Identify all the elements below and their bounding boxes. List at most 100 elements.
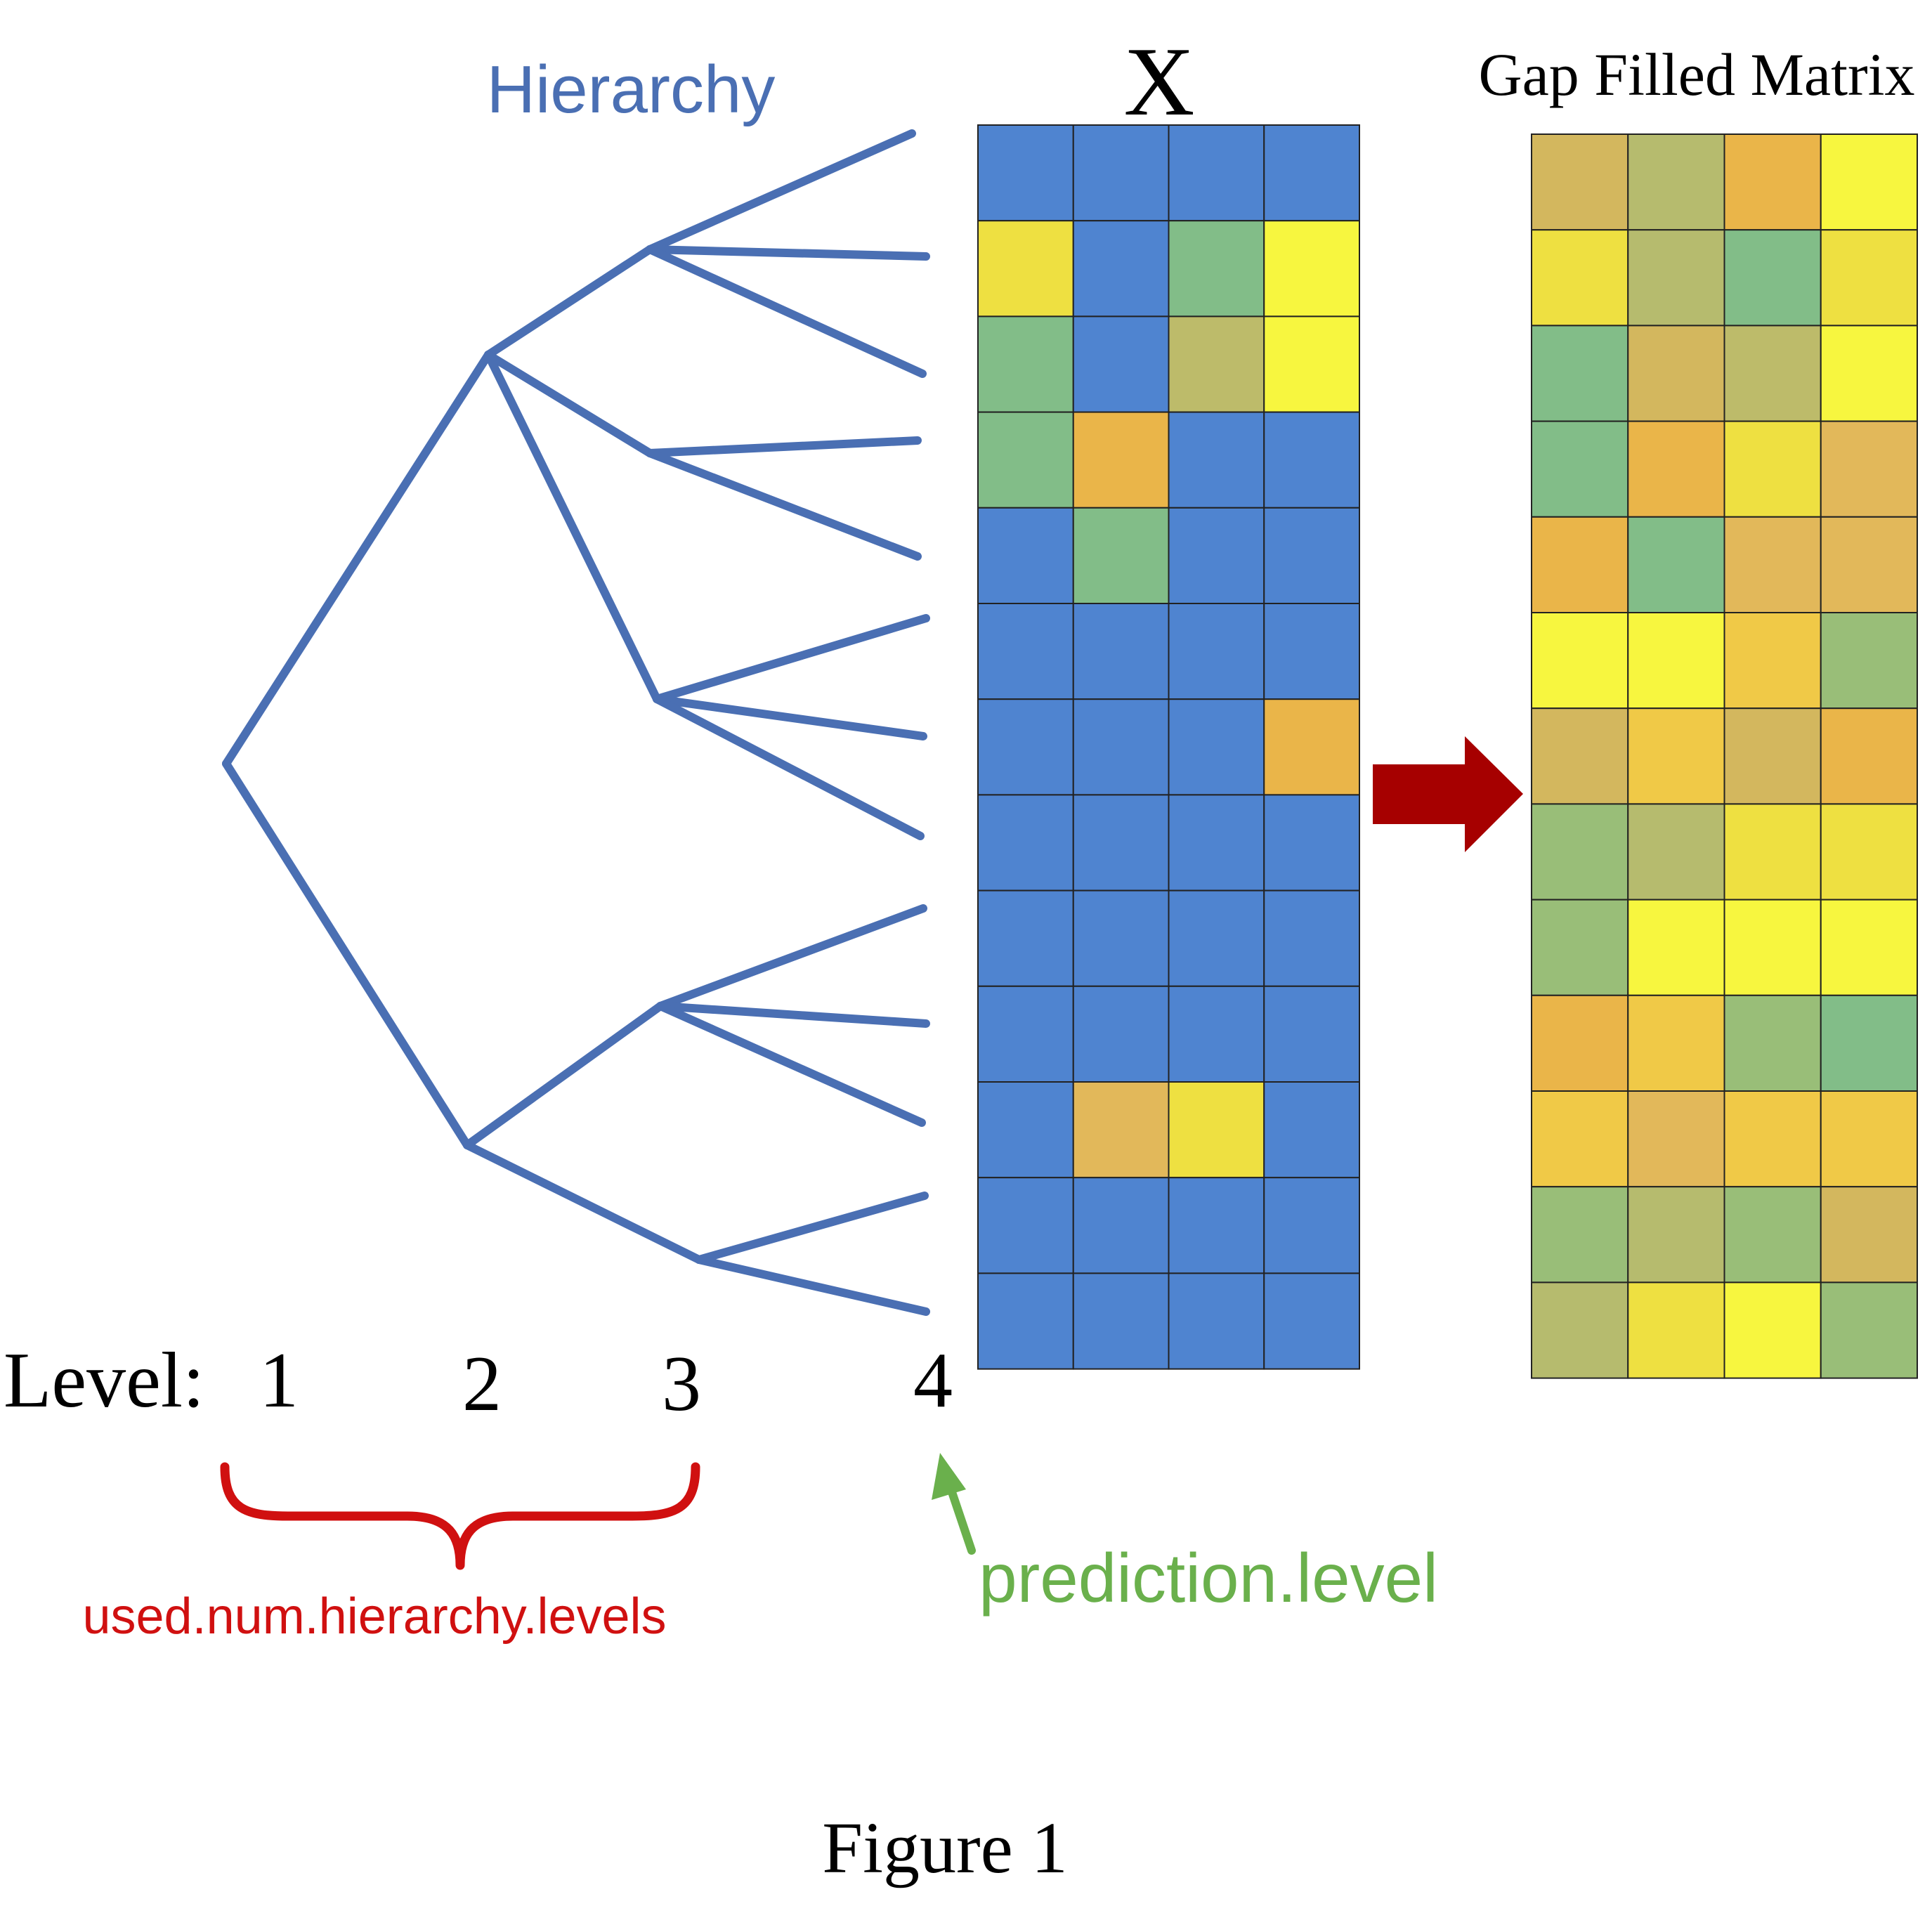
tree-edge <box>646 436 922 457</box>
gap-filled-matrix <box>1531 133 1918 1379</box>
matrix-cell <box>1263 315 1360 413</box>
gap-filled-matrix-title: Gap Filled Matrix <box>1478 41 1914 108</box>
matrix-cell <box>1072 889 1170 987</box>
matrix-cell <box>1168 985 1265 1083</box>
level-prefix: Level: <box>4 1337 204 1424</box>
tree-edge <box>484 351 661 703</box>
matrix-cell <box>1531 325 1629 422</box>
matrix-cell <box>1072 1081 1170 1179</box>
level-3-label: 3 <box>662 1340 701 1428</box>
used-levels-label: used.num.hierarchy.levels <box>82 1588 666 1645</box>
matrix-cell <box>1168 1081 1265 1179</box>
matrix-cell <box>977 411 1074 509</box>
matrix-cell <box>1627 133 1725 231</box>
matrix-cell <box>1168 698 1265 796</box>
hierarchy-tree <box>222 129 930 1316</box>
matrix-cell <box>1723 325 1822 422</box>
matrix-cell <box>1627 516 1725 613</box>
matrix-cell <box>1531 899 1629 996</box>
matrix-cell <box>1531 133 1629 231</box>
matrix-cell <box>1263 1081 1360 1179</box>
matrix-cell <box>1072 603 1170 700</box>
matrix-cell <box>1531 803 1629 901</box>
matrix-cell <box>1723 612 1822 710</box>
tree-edge <box>463 1002 665 1149</box>
figure-caption: Figure 1 <box>822 1808 1068 1888</box>
matrix-cell <box>1168 124 1265 222</box>
matrix-cell <box>1168 603 1265 700</box>
matrix-cell <box>1072 794 1170 892</box>
matrix-cell <box>1627 707 1725 805</box>
matrix-cell <box>1263 1272 1360 1370</box>
matrix-cell <box>1263 698 1360 796</box>
matrix-cell <box>1072 1272 1170 1370</box>
matrix-cell <box>1820 803 1918 901</box>
matrix-cell <box>1723 516 1822 613</box>
tree-edge <box>646 449 922 561</box>
matrix-cell <box>1531 420 1629 518</box>
matrix-cell <box>1820 133 1918 231</box>
matrix-cell <box>1723 229 1822 327</box>
matrix-cell <box>1072 315 1170 413</box>
matrix-cell <box>1168 1177 1265 1274</box>
matrix-cell <box>1168 794 1265 892</box>
level-2-label: 2 <box>462 1340 502 1428</box>
prediction-level-label: prediction.level <box>979 1539 1438 1617</box>
matrix-cell <box>1531 516 1629 613</box>
tree-edge <box>656 904 927 1010</box>
tree-edge <box>646 129 916 254</box>
matrix-cell <box>1531 1090 1629 1188</box>
matrix-cell <box>1627 420 1725 518</box>
tree-edge <box>695 1255 930 1316</box>
matrix-cell <box>977 1081 1074 1179</box>
matrix-cell <box>1723 899 1822 996</box>
tree-edge <box>222 351 492 768</box>
tree-edge <box>484 245 654 359</box>
matrix-cell <box>1263 507 1360 604</box>
tree-edge <box>222 759 471 1149</box>
matrix-cell <box>977 985 1074 1083</box>
matrix-cell <box>1820 1281 1918 1379</box>
transform-arrow <box>1373 736 1523 852</box>
matrix-cell <box>1072 985 1170 1083</box>
matrix-cell <box>977 1177 1074 1274</box>
matrix-cell <box>1627 229 1725 327</box>
matrix-cell <box>977 698 1074 796</box>
matrix-cell <box>1820 899 1918 996</box>
matrix-cell <box>1072 220 1170 318</box>
matrix-cell <box>1723 994 1822 1092</box>
matrix-cell <box>977 1272 1074 1370</box>
matrix-cell <box>977 603 1074 700</box>
matrix-cell <box>1723 803 1822 901</box>
matrix-cell <box>1820 420 1918 518</box>
used-levels-brace <box>220 1462 700 1570</box>
matrix-cell <box>977 889 1074 987</box>
matrix-cell <box>1072 411 1170 509</box>
tree-edge <box>653 695 927 740</box>
matrix-cell <box>1263 889 1360 987</box>
matrix-cell <box>1531 612 1629 710</box>
tree-edge <box>695 1192 929 1264</box>
tree-edge <box>646 245 930 261</box>
matrix-cell <box>1627 612 1725 710</box>
matrix-cell <box>1263 220 1360 318</box>
prediction-level-arrowhead <box>932 1453 966 1500</box>
matrix-x <box>977 124 1360 1370</box>
matrix-cell <box>1168 220 1265 318</box>
matrix-cell <box>1072 507 1170 604</box>
matrix-cell <box>1820 612 1918 710</box>
level-4-label: 4 <box>913 1337 953 1424</box>
matrix-cell <box>1723 1281 1822 1379</box>
matrix-cell <box>1531 1281 1629 1379</box>
matrix-cell <box>1263 1177 1360 1274</box>
matrix-cell <box>1627 325 1725 422</box>
matrix-cell <box>1168 315 1265 413</box>
matrix-cell <box>1531 1186 1629 1284</box>
matrix-cell <box>1627 1186 1725 1284</box>
tree-edge <box>463 1141 703 1264</box>
matrix-cell <box>1168 889 1265 987</box>
matrix-cell <box>1531 994 1629 1092</box>
tree-edge <box>653 695 925 840</box>
matrix-cell <box>1263 985 1360 1083</box>
